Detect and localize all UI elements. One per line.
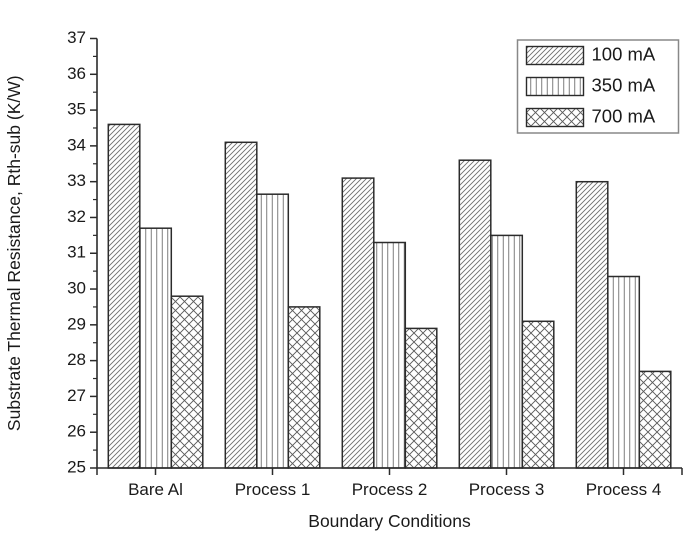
bar-700mA-process-2: [404, 327, 438, 469]
y-axis-tick-label: 25: [67, 457, 86, 476]
bar-350mA-bare-al: [139, 227, 173, 469]
bars-group: [107, 123, 672, 469]
x-axis-category-label: Process 4: [586, 480, 662, 499]
bar-700mA-bare-al: [170, 295, 204, 469]
bar-100mA-process-4: [575, 180, 609, 469]
y-axis-tick-label: 26: [67, 422, 86, 441]
y-axis-tick-label: 31: [67, 243, 86, 262]
y-axis-tick-label: 33: [67, 171, 86, 190]
x-axis-title: Boundary Conditions: [308, 511, 471, 531]
bar-100mA-bare-al: [107, 123, 141, 469]
y-axis-tick-label: 32: [67, 207, 86, 226]
legend: 100 mA 350 mA 700 mA: [516, 39, 680, 134]
legend-swatch-diagonal-icon: [525, 45, 585, 66]
bar-700mA-process-3: [521, 320, 555, 469]
y-axis-tick-label: 36: [67, 64, 86, 83]
y-axis-tick-label: 34: [67, 135, 86, 154]
legend-swatch-crosshatch-icon: [525, 107, 585, 128]
y-axis-tick-label: 27: [67, 386, 86, 405]
y-axis-tick-label: 37: [67, 28, 86, 47]
y-axis-ticks: 25 26 27 28 29 30 31 32 33 34 35 36 37: [67, 28, 97, 476]
bar-350mA-process-2: [373, 241, 407, 469]
bar-700mA-process-4: [638, 370, 672, 469]
x-axis-category-label: Bare Al: [128, 480, 183, 499]
x-axis-category-label: Process 2: [352, 480, 428, 499]
y-axis-title: Substrate Thermal Resistance, Rth-sub (K…: [4, 75, 24, 431]
x-axis-category-label: Process 1: [235, 480, 311, 499]
y-axis-tick-label: 29: [67, 314, 86, 333]
y-axis-tick-label: 30: [67, 279, 86, 298]
legend-swatch-vertical-icon: [525, 76, 585, 97]
y-axis-tick-label: 35: [67, 100, 86, 119]
x-axis-ticks: Bare Al Process 1 Process 2 Process 3 Proces…: [96, 468, 683, 499]
bar-350mA-process-3: [490, 234, 524, 469]
legend-label: 100 mA: [592, 43, 656, 64]
bar-100mA-process-3: [458, 159, 492, 469]
legend-label: 350 mA: [592, 74, 656, 95]
bar-100mA-process-2: [341, 177, 375, 469]
x-axis-category-label: Process 3: [469, 480, 545, 499]
y-axis-tick-label: 28: [67, 350, 86, 369]
bar-350mA-process-1: [256, 193, 290, 469]
bar-350mA-process-4: [607, 275, 641, 469]
legend-label: 700 mA: [592, 105, 656, 126]
bar-100mA-process-1: [224, 141, 258, 469]
bar-700mA-process-1: [287, 306, 321, 469]
